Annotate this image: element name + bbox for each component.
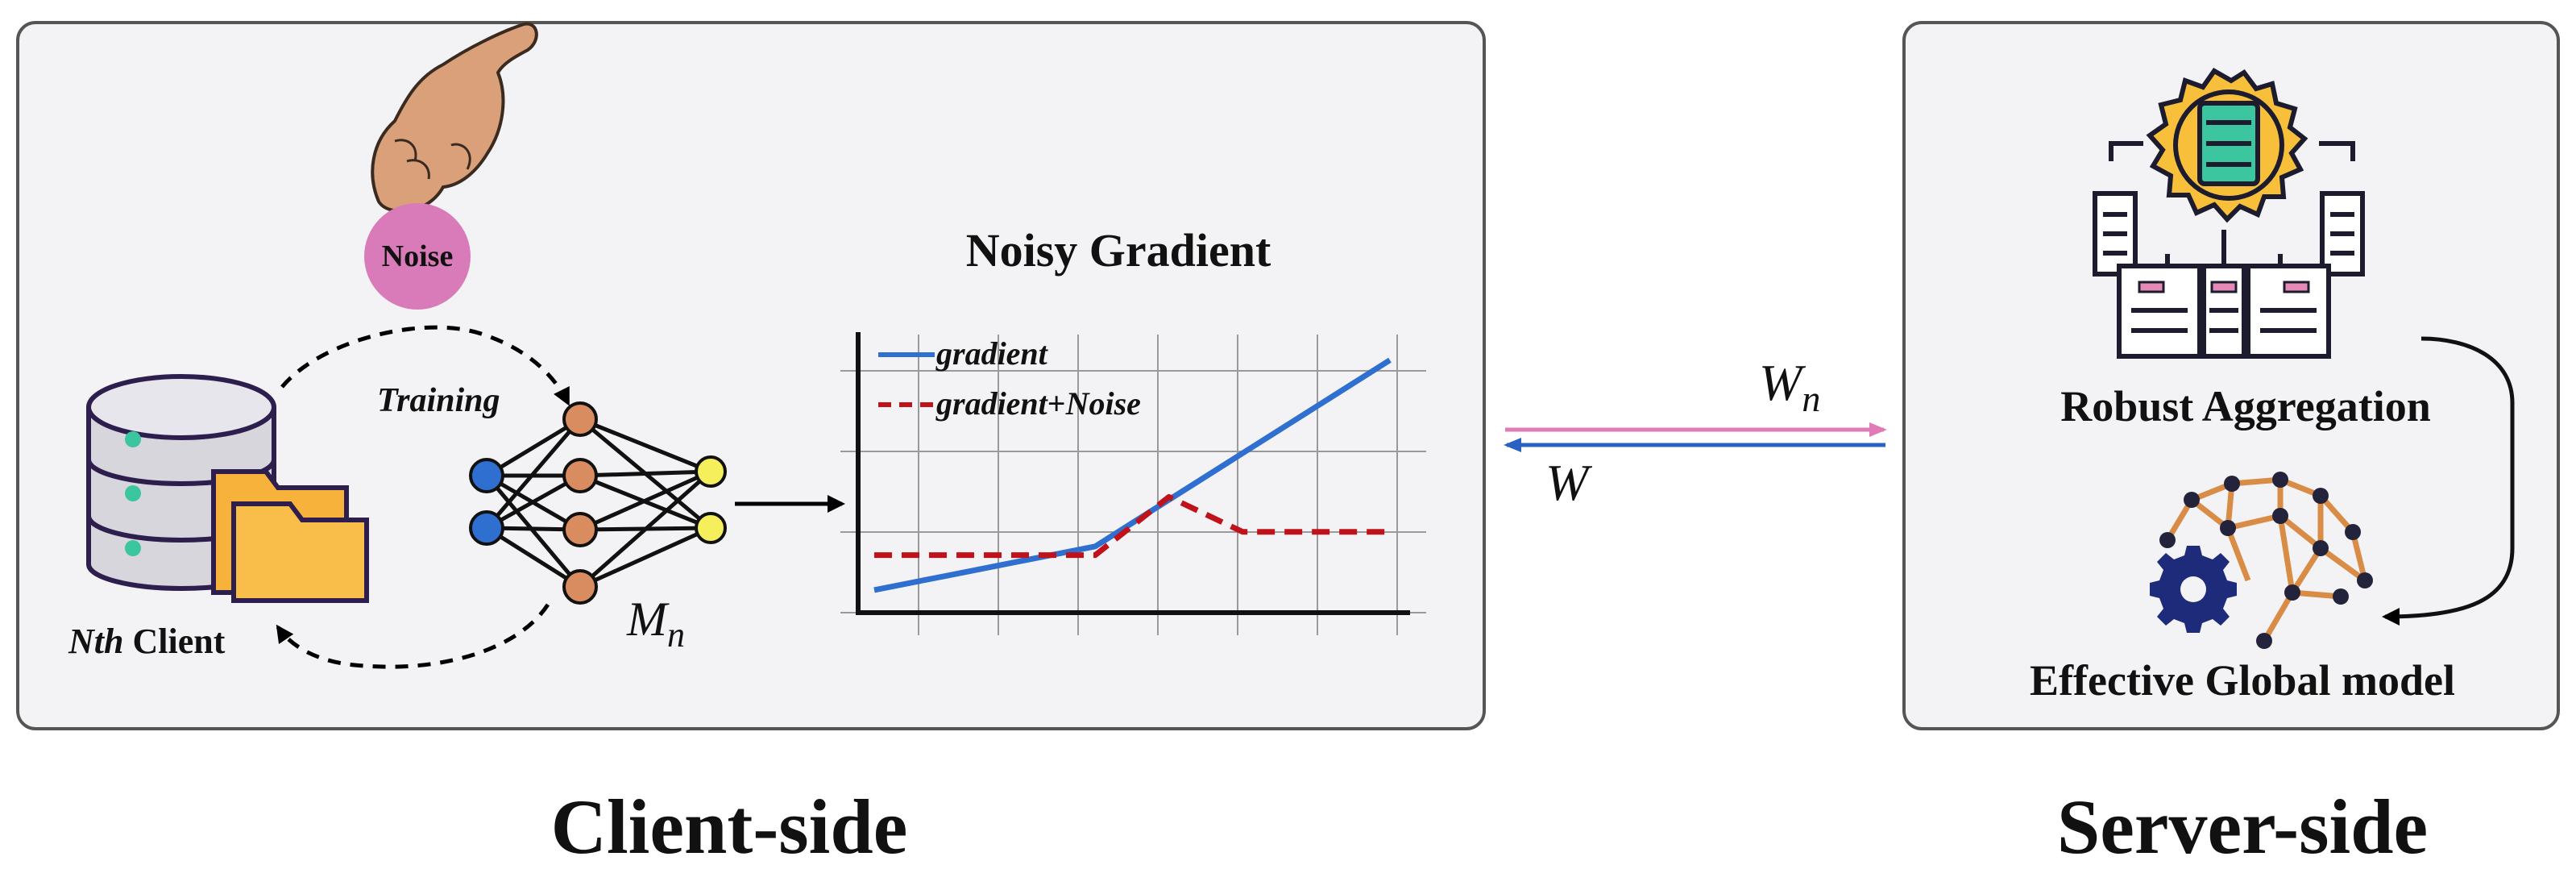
return-arrow [276,603,550,669]
noise-ball [364,203,471,310]
chart-lines [873,357,1392,593]
gear-icon [2150,546,2237,633]
chart-legend: gradient gradient+Noise [878,335,1141,422]
folder-icon [211,469,369,603]
client-label: Nth Client [68,622,226,661]
training-arrow [280,325,570,406]
nn-nodes [469,401,727,605]
client-panel [16,21,1486,730]
chart-title: Noisy Gradient [966,224,1271,277]
series-line-0 [873,357,1392,593]
server-side-label: Server-side [2057,784,2428,870]
model-label: Mn [626,593,685,655]
server-aggregation-icon [2093,68,2365,359]
global-weight-label: W [1545,454,1593,511]
legend-gradient-label: gradient [935,335,1049,372]
aggregation-to-model-arrow [2382,336,2515,626]
legend-noise-label: gradient+Noise [935,385,1141,422]
global-model-label: Effective Global model [2030,656,2455,705]
brain-network-icon [2159,472,2373,649]
aggregation-label: Robust Aggregation [2060,382,2431,430]
upload-weight-label: Wn [1759,354,1820,419]
client-side-label: Client-side [551,784,908,870]
hand-icon [371,22,538,214]
noise-label: Noise [382,239,454,273]
series-line-1 [874,493,1390,559]
server-panel [1902,21,2560,730]
training-label: Training [377,382,500,419]
